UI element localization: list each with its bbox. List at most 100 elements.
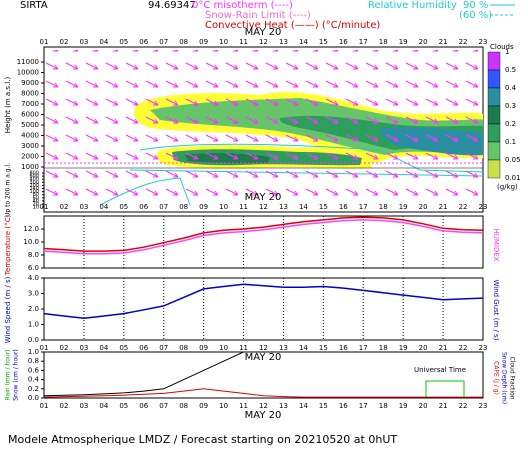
x-tick-label: 15 (319, 38, 328, 46)
x-tick-label: 15 (319, 402, 328, 410)
y2-axis-label: HUMIDEX (492, 228, 500, 261)
y-axis-label: Height (m a.s.l.) (4, 77, 12, 134)
x-tick-label: 09 (199, 344, 208, 352)
legend-swatch (487, 141, 501, 161)
x-tick-label: 08 (179, 38, 188, 46)
legend-label: 1 (505, 48, 509, 56)
y-tick-label: 80 (33, 192, 39, 198)
x-tick-label: 20 (419, 344, 428, 352)
x-tick-label: 12 (259, 38, 268, 46)
legend-swatch (487, 69, 501, 89)
y-tick-label: 1.0 (28, 348, 39, 356)
x-tick-label: 17 (359, 203, 368, 211)
legend-label: 0.2 (505, 120, 516, 128)
x-tick-label: 12 (259, 344, 268, 352)
x-tick-label: 01 (40, 344, 49, 352)
x-tick-label: 19 (399, 402, 408, 410)
y-axis-label: Wind Speed (m / s) (4, 276, 12, 343)
y-tick-label: 3000 (21, 142, 39, 150)
y-tick-label: 200 (29, 183, 39, 189)
x-tick-label: 22 (459, 38, 468, 46)
x-tick-label: 19 (399, 203, 408, 211)
date: MAY 20 (245, 410, 282, 421)
y-tick-label: 20 (33, 202, 39, 208)
x-tick-label: 17 (359, 38, 368, 46)
x-tick-label: 03 (79, 203, 88, 211)
x-tick-label: 16 (339, 38, 348, 46)
y-tick-label: 6000 (21, 111, 39, 119)
x-tick-label: 08 (179, 344, 188, 352)
x-tick-label: 05 (119, 344, 128, 352)
x-tick-label: 05 (119, 402, 128, 410)
x-tick-label: 11 (239, 203, 248, 211)
y-axis-label: Up to 200 m a.g.l. (5, 163, 12, 217)
legend-swatch (487, 123, 501, 143)
x-axis-label: Universal Time (414, 366, 466, 374)
x-tick-label: 23 (479, 203, 488, 211)
y-tick-label: 2.0 (28, 305, 39, 313)
x-tick-label: 15 (319, 344, 328, 352)
y-tick-label: 400 (29, 177, 39, 183)
date: MAY 20 (245, 192, 282, 203)
x-tick-label: 09 (199, 38, 208, 46)
x-tick-label: 21 (439, 38, 448, 46)
x-tick-label: 05 (119, 38, 128, 46)
series-line (43, 351, 244, 397)
y-tick-label: 9000 (21, 79, 39, 87)
x-tick-label: 21 (439, 402, 448, 410)
series-line (43, 388, 483, 398)
y-tick-label: 800 (29, 171, 39, 177)
x-tick-label: 09 (199, 203, 208, 211)
x-tick-label: 07 (159, 203, 168, 211)
x-tick-label: 10 (219, 38, 228, 46)
x-tick-label: 01 (40, 402, 49, 410)
y-tick-label: 10.0 (23, 238, 39, 246)
x-tick-label: 21 (439, 203, 448, 211)
y-tick-label: 1.0 (28, 321, 39, 329)
x-tick-label: 22 (459, 203, 468, 211)
x-tick-label: 10 (219, 203, 228, 211)
date: MAY 20 (245, 352, 282, 363)
panel-frame (43, 277, 484, 341)
x-tick-label: 06 (139, 38, 148, 46)
legend-label: 0.4 (505, 84, 517, 92)
legend-swatch (487, 87, 501, 107)
site: SIRTA (20, 0, 48, 11)
snow-rain-legend: Snow-Rain Limit (----) (205, 10, 311, 21)
x-tick-label: 18 (379, 402, 388, 410)
y-tick-label: 8000 (21, 90, 39, 98)
x-tick-label: 14 (299, 344, 308, 352)
x-tick-label: 10 (219, 402, 228, 410)
x-tick-label: 07 (159, 402, 168, 410)
y-tick-label: 10000 (17, 69, 39, 77)
x-tick-label: 14 (299, 203, 308, 211)
y-tick-label: 1000 (21, 163, 39, 171)
x-tick-label: 23 (479, 344, 488, 352)
series-line (43, 216, 484, 252)
x-tick-label: 04 (99, 203, 108, 211)
y-tick-label: 0.0 (28, 336, 39, 344)
series-line (43, 283, 484, 320)
x-tick-label: 14 (299, 402, 308, 410)
x-tick-label: 11 (239, 402, 248, 410)
y-tick-label: 40 (33, 198, 39, 204)
y-tick-label: 3.0 (28, 290, 39, 298)
x-tick-label: 06 (139, 344, 148, 352)
x-tick-label: 08 (179, 402, 188, 410)
x-tick-label: 18 (379, 38, 388, 46)
y-axis-label: Snow (cm / hour) (13, 349, 20, 401)
x-tick-label: 18 (379, 203, 388, 211)
y2-axis-label: Cloud Fraction (509, 357, 516, 400)
y-axis-label: Temperature (°C) (4, 215, 12, 277)
x-tick-label: 22 (459, 344, 468, 352)
x-tick-label: 15 (319, 203, 328, 211)
x-tick-label: 13 (279, 344, 288, 352)
x-tick-label: 13 (279, 203, 288, 211)
y-tick-label: 100 (29, 189, 39, 195)
legend-label: 0.3 (505, 102, 516, 110)
x-tick-label: 17 (359, 344, 368, 352)
cloud-fraction-box (425, 380, 465, 399)
y-tick-label: 60 (33, 195, 39, 201)
x-tick-label: 16 (339, 203, 348, 211)
